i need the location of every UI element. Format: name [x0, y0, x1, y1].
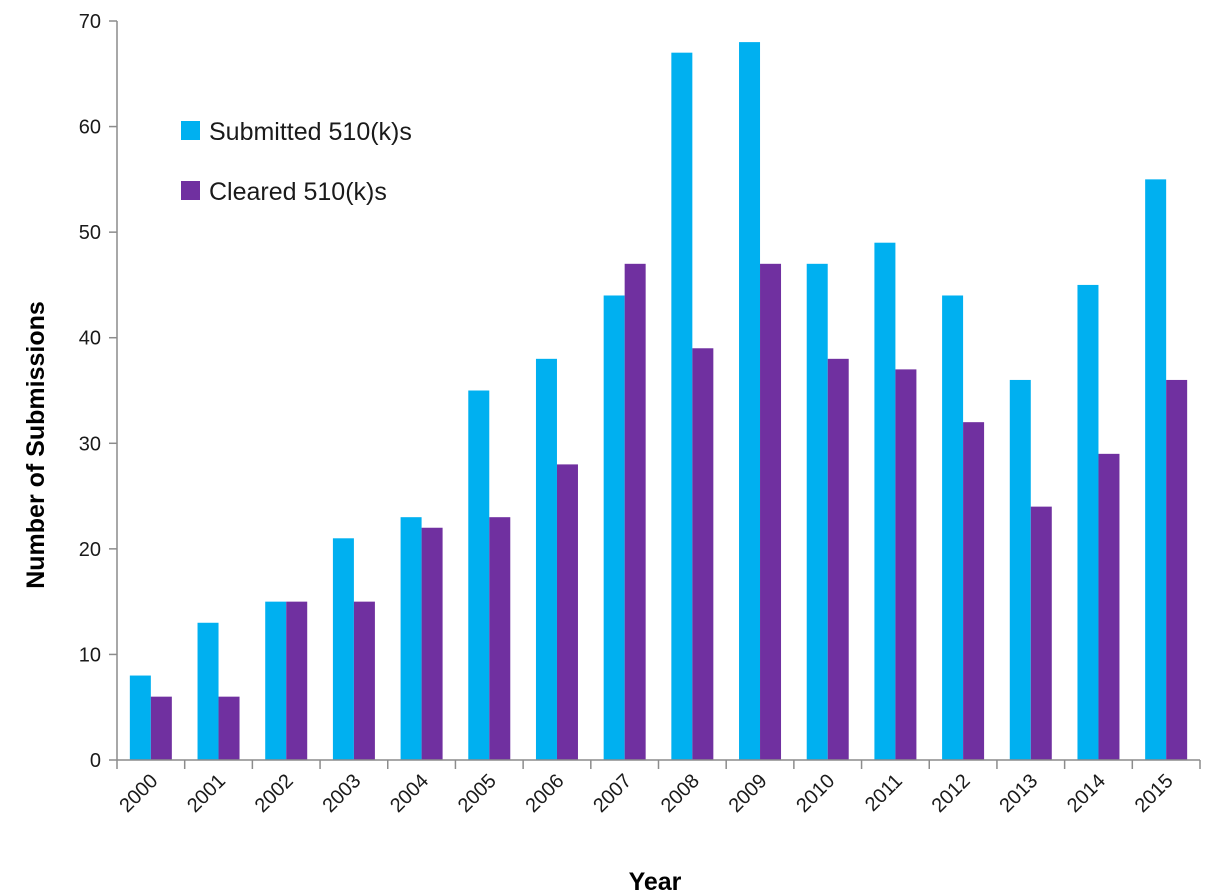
bar-submitted: [806, 263, 828, 760]
bar-cleared: [1030, 506, 1052, 760]
bar-submitted: [671, 52, 693, 760]
x-tick-label: 2003: [318, 770, 365, 817]
bar-cleared: [218, 696, 240, 760]
bar-cleared: [286, 601, 308, 760]
bar-submitted: [468, 390, 490, 760]
bar-cleared: [827, 358, 849, 760]
bar-cleared: [556, 464, 578, 760]
y-tick-label: 60: [79, 117, 101, 139]
y-ticks: 0 10 20 30 40 50 60 70: [79, 11, 117, 772]
bar-submitted: [1145, 179, 1167, 760]
bar-cleared: [1098, 453, 1120, 760]
bar-submitted: [197, 622, 219, 760]
x-tick-label: 2007: [589, 770, 636, 817]
x-tick-label: 2011: [861, 770, 907, 816]
bar-submitted: [603, 295, 625, 760]
legend-label-submitted: Submitted 510(k)s: [209, 118, 412, 146]
legend: Submitted 510(k)s Cleared 510(k)s: [181, 118, 412, 206]
y-axis-title: Number of Submissions: [22, 301, 50, 589]
y-tick-label: 30: [79, 433, 101, 455]
x-tick-label: 2008: [657, 770, 704, 817]
x-tick-label: 2015: [1131, 770, 1178, 817]
x-tick-label: 2013: [995, 770, 1042, 817]
y-tick-label: 0: [90, 750, 101, 772]
x-ticks: 2000 2001 2002 2003 2004 2005 2006 2007 2008 2009…: [115, 760, 1201, 817]
bar-cleared: [963, 422, 985, 760]
x-tick-label: 2002: [251, 770, 298, 817]
y-tick-label: 20: [79, 539, 101, 561]
bars-layer: [129, 42, 1188, 761]
bar-submitted: [332, 538, 354, 760]
bar-submitted: [739, 42, 761, 761]
x-tick-label: 2014: [1063, 770, 1110, 817]
bar-cleared: [421, 527, 443, 760]
x-tick-label: 2010: [792, 770, 839, 817]
x-tick-label: 2012: [928, 770, 975, 817]
x-tick-label: 2005: [454, 770, 501, 817]
x-tick-label: 2009: [725, 770, 772, 817]
bar-cleared: [692, 348, 714, 760]
bar-submitted: [129, 675, 151, 760]
bar-cleared: [1166, 379, 1188, 760]
bar-submitted: [874, 242, 896, 760]
bar-cleared: [760, 263, 782, 760]
legend-label-cleared: Cleared 510(k)s: [209, 178, 387, 206]
bar-submitted: [535, 358, 557, 760]
bar-submitted: [942, 295, 964, 760]
y-tick-label: 70: [79, 11, 101, 33]
y-tick-label: 50: [79, 222, 101, 244]
x-axis-title: Year: [629, 868, 682, 894]
x-tick-label: 2000: [115, 770, 162, 817]
legend-swatch-submitted: [181, 121, 200, 140]
bar-cleared: [624, 263, 646, 760]
x-tick-label: 2004: [386, 770, 433, 817]
bar-submitted: [400, 517, 422, 760]
bar-cleared: [353, 601, 375, 760]
y-tick-label: 10: [79, 644, 101, 666]
bar-cleared: [489, 517, 511, 760]
bar-submitted: [265, 601, 287, 760]
x-tick-label: 2006: [521, 770, 568, 817]
y-tick-label: 40: [79, 328, 101, 350]
bar-submitted: [1009, 379, 1031, 760]
bar-cleared: [150, 696, 172, 760]
legend-swatch-cleared: [181, 181, 200, 200]
x-tick-label: 2001: [183, 770, 230, 817]
bar-cleared: [895, 369, 917, 760]
bar-submitted: [1077, 284, 1099, 760]
